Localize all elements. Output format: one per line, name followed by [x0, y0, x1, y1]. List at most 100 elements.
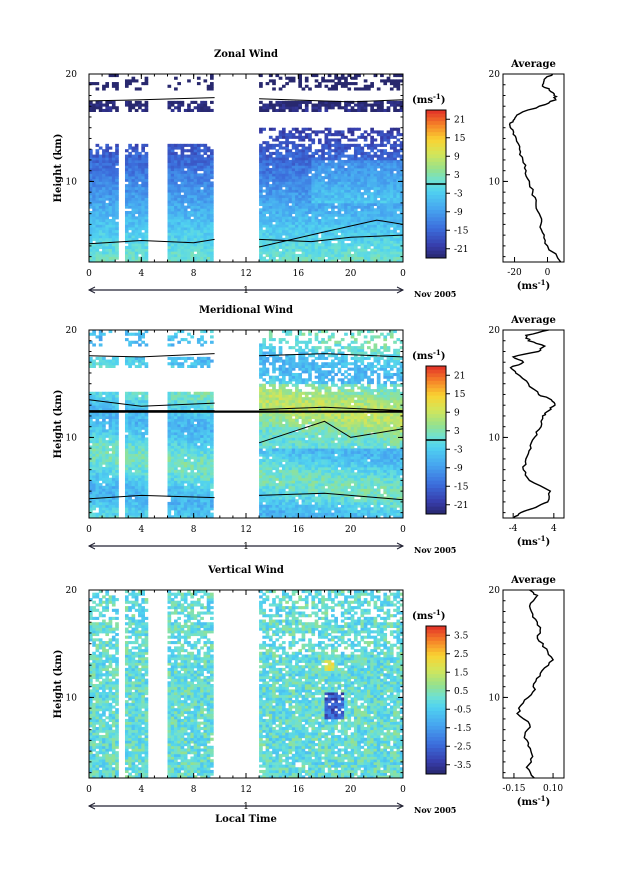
heatmap-cell [272, 159, 276, 164]
heatmap-cell [344, 154, 348, 158]
heatmap-cell [298, 165, 302, 169]
heatmap-cell [141, 488, 145, 492]
heatmap-cell [183, 232, 188, 236]
y-axis-label: Height (km) [53, 134, 64, 203]
heatmap-cell [203, 259, 208, 263]
heatmap-cell [272, 146, 276, 150]
heatmap-cell [105, 194, 110, 198]
heatmap-cell [124, 154, 129, 158]
heatmap-cell [144, 507, 149, 511]
heatmap-cell [259, 194, 263, 198]
heatmap-cell [134, 229, 139, 233]
colorbar-swatch [426, 195, 446, 200]
heatmap-cell [278, 208, 283, 212]
heatmap-cell [196, 192, 201, 196]
heatmap-cell [105, 237, 110, 241]
heatmap-cell [399, 251, 404, 255]
heatmap-cell [167, 259, 172, 263]
heatmap-cell [380, 162, 384, 166]
colorbar-swatch [426, 143, 446, 148]
heatmap-cell [124, 509, 129, 514]
heatmap-cell [347, 168, 352, 172]
heatmap-cell [393, 210, 397, 215]
heatmap-cell [344, 210, 348, 215]
heatmap-cell [206, 189, 211, 193]
heatmap-cell [317, 229, 322, 233]
heatmap-cell [141, 157, 145, 161]
heatmap-cell [138, 475, 142, 479]
heatmap-cell [138, 157, 142, 161]
heatmap-cell [105, 154, 110, 158]
heatmap-cell [115, 491, 119, 495]
heatmap-cell [183, 399, 188, 403]
heatmap-cell [144, 429, 149, 433]
heatmap-cell [180, 235, 185, 239]
heatmap-cell [144, 176, 149, 180]
heatmap-cell [275, 181, 280, 185]
heatmap-cell [288, 141, 293, 145]
heatmap-cell [278, 243, 283, 247]
heatmap-cell [376, 162, 381, 166]
heatmap-cell [98, 176, 103, 180]
heatmap-cell [285, 184, 289, 188]
heatmap-cell [187, 232, 191, 236]
heatmap-cell [193, 106, 198, 110]
heatmap-cell [115, 362, 119, 366]
heatmap-cell [105, 210, 110, 215]
heatmap-cell [196, 253, 201, 258]
heatmap-cell [383, 173, 388, 177]
heatmap-cell [288, 221, 293, 225]
heatmap-cell [105, 162, 110, 166]
heatmap-cell [193, 184, 198, 188]
heatmap-cell [265, 240, 270, 244]
colorbar-swatch [426, 150, 446, 155]
heatmap-cell [102, 429, 106, 433]
heatmap-cell [183, 259, 188, 263]
heatmap-cell [115, 501, 119, 505]
heatmap-cell [373, 259, 378, 263]
heatmap-cell [281, 173, 286, 177]
heatmap-cell [308, 194, 312, 198]
heatmap-cell [396, 170, 401, 174]
heatmap-cell [324, 232, 329, 236]
heatmap-cell [396, 213, 401, 217]
heatmap-cell [190, 170, 195, 174]
heatmap-cell [183, 442, 188, 446]
heatmap-cell [383, 162, 388, 166]
heatmap-cell [167, 442, 172, 446]
heatmap-cell [128, 450, 132, 454]
heatmap-cell [183, 507, 188, 511]
heatmap-cell [357, 157, 361, 161]
heatmap-cell [138, 232, 142, 236]
heatmap-cell [321, 219, 325, 223]
heatmap-cell [295, 106, 299, 110]
heatmap-cell [196, 162, 201, 166]
heatmap-cell [128, 216, 132, 220]
heatmap-cell [353, 259, 358, 263]
heatmap-cell [98, 232, 103, 236]
heatmap-cell [180, 149, 185, 153]
heatmap-cell [124, 221, 129, 225]
heatmap-cell [291, 106, 296, 110]
heatmap-cell [105, 485, 110, 489]
heatmap-cell [281, 194, 286, 198]
heatmap-cell [124, 168, 129, 172]
heatmap-cell [317, 168, 322, 172]
heatmap-cell [386, 151, 391, 155]
heatmap-cell [108, 227, 113, 231]
heatmap-cell [174, 243, 178, 247]
heatmap-cell [144, 202, 149, 206]
heatmap-cell [363, 130, 368, 134]
heatmap-cell [344, 173, 348, 177]
heatmap-cell [138, 472, 142, 476]
heatmap-cell [203, 108, 208, 112]
heatmap-cell [111, 189, 116, 193]
heatmap-cell [380, 253, 384, 258]
heatmap-cell [105, 469, 110, 473]
heatmap-cell [275, 151, 280, 155]
heatmap-cell [203, 243, 208, 247]
heatmap-cell [98, 415, 103, 420]
heatmap-cell [180, 151, 185, 155]
heatmap-cell [115, 440, 119, 444]
heatmap-cell [399, 103, 404, 107]
